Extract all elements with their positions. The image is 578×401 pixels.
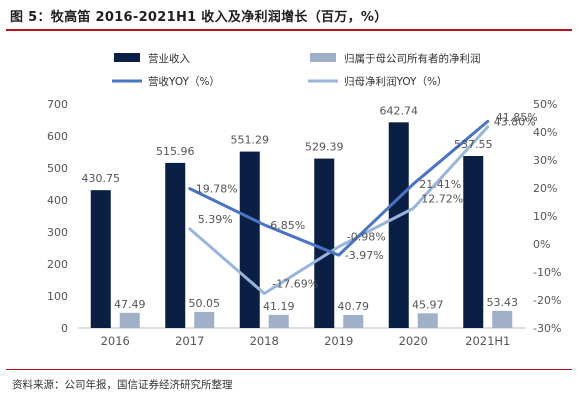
right-tick-label: -30%: [533, 322, 561, 335]
net-profit-yoy-label: -0.98%: [347, 231, 386, 244]
net-profit-bar-label: 40.79: [338, 300, 370, 313]
revenue-bar-label: 430.75: [82, 172, 121, 185]
net-profit-yoy-label: 5.39%: [198, 213, 233, 226]
net-profit-yoy-label: 12.72%: [421, 192, 463, 205]
net-profit-bar: [119, 312, 140, 328]
net-profit-bar-label: 53.43: [487, 296, 519, 309]
left-tick-label: 200: [47, 258, 68, 271]
left-tick-label: 100: [47, 290, 68, 303]
net-profit-yoy-label: -17.69%: [272, 278, 318, 291]
net-profit-bar: [343, 314, 364, 328]
net-profit-bar: [417, 313, 438, 328]
revenue-yoy-label: 43.80%: [494, 115, 536, 128]
x-tick-label: 2019: [324, 334, 353, 348]
net-profit-bar-label: 41.19: [263, 300, 295, 313]
revenue-yoy-label: 21.41%: [419, 178, 461, 191]
legend-label: 营业收入: [148, 52, 190, 65]
revenue-yoy-label: 6.85%: [270, 219, 305, 232]
title-rule: [6, 29, 572, 31]
net-profit-yoy-line: [188, 125, 490, 296]
left-tick-label: 400: [47, 194, 68, 207]
revenue-bar-label: 642.74: [380, 104, 419, 117]
legend-label: 营收YOY（%）: [148, 75, 220, 88]
x-tick-label: 2021H1: [465, 334, 510, 348]
net-profit-bar-label: 47.49: [114, 298, 146, 311]
revenue-bar-label: 515.96: [156, 145, 195, 158]
right-tick-label: -20%: [533, 294, 561, 307]
x-tick-label: 2017: [175, 334, 204, 348]
revenue-yoy-label: 19.78%: [196, 183, 238, 196]
net-profit-bar-label: 50.05: [189, 297, 221, 310]
legend-swatch: [310, 53, 336, 62]
right-tick-label: 20%: [533, 182, 557, 195]
revenue-bar-label: 551.29: [231, 134, 270, 147]
net-profit-yoy-label: 41.85%: [496, 111, 538, 124]
legend-label: 归属于母公司所有者的净利润: [344, 52, 481, 65]
revenue-yoy-label: -3.97%: [345, 249, 384, 262]
x-tick-label: 2016: [101, 334, 130, 348]
revenue-bar: [239, 151, 260, 328]
figure-title: 图 5：牧高笛 2016-2021H1 收入及净利润增长（百万，%）: [10, 10, 388, 25]
legend-swatch: [114, 53, 140, 62]
revenue-bar: [165, 162, 186, 328]
revenue-bar: [388, 122, 409, 328]
x-tick-label: 2020: [399, 334, 428, 348]
left-tick-label: 300: [47, 226, 68, 239]
legend-label: 归母净利润YOY（%）: [344, 75, 447, 88]
revenue-bar: [463, 155, 484, 328]
right-tick-label: 50%: [533, 98, 557, 111]
revenue-bar: [90, 190, 111, 328]
right-tick-label: 10%: [533, 210, 557, 223]
revenue-yoy-line: [188, 119, 490, 257]
right-tick-label: 0%: [533, 238, 550, 251]
footer-rule: [6, 369, 572, 370]
left-tick-label: 500: [47, 162, 68, 175]
left-tick-label: 600: [47, 130, 68, 143]
left-tick-label: 700: [47, 98, 68, 111]
source-note: 资料来源：公司年报，国信证券经济研究所整理: [12, 379, 233, 391]
right-tick-label: -10%: [533, 266, 561, 279]
x-tick-label: 2018: [250, 334, 279, 348]
revenue-bar: [314, 158, 335, 328]
net-profit-bar: [492, 310, 513, 328]
net-profit-bar: [268, 314, 289, 328]
left-tick-label: 0: [61, 322, 68, 335]
right-tick-label: 40%: [533, 126, 557, 139]
revenue-bar-label: 529.39: [305, 141, 344, 154]
revenue-bar-label: 537.55: [454, 138, 493, 151]
net-profit-bar-label: 45.97: [412, 298, 444, 311]
right-tick-label: 30%: [533, 154, 557, 167]
net-profit-bar: [194, 311, 215, 328]
